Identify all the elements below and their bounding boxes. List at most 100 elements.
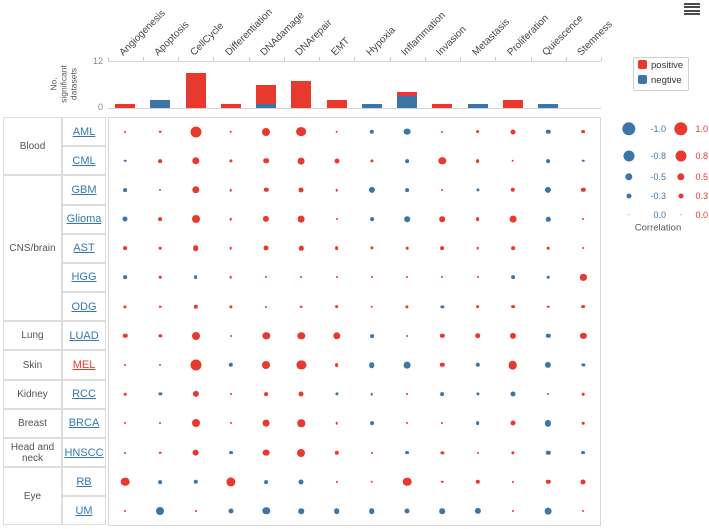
- correlation-dot[interactable]: [441, 276, 444, 279]
- correlation-dot[interactable]: [544, 507, 552, 515]
- item-link-odg[interactable]: ODG: [71, 300, 97, 313]
- correlation-dot[interactable]: [263, 187, 269, 193]
- correlation-dot[interactable]: [369, 129, 375, 134]
- correlation-dot[interactable]: [582, 509, 585, 512]
- correlation-dot[interactable]: [124, 364, 127, 367]
- correlation-dot[interactable]: [511, 450, 515, 455]
- correlation-dot[interactable]: [510, 391, 516, 397]
- correlation-dot[interactable]: [335, 392, 339, 396]
- correlation-dot[interactable]: [510, 246, 515, 251]
- correlation-dot[interactable]: [370, 159, 374, 163]
- correlation-dot[interactable]: [262, 507, 270, 515]
- correlation-dot[interactable]: [159, 451, 162, 454]
- menu-icon[interactable]: [684, 3, 700, 15]
- correlation-dot[interactable]: [159, 422, 162, 425]
- correlation-dot[interactable]: [124, 130, 127, 133]
- item-link-gbm[interactable]: GBM: [71, 183, 97, 196]
- correlation-dot[interactable]: [508, 360, 518, 370]
- correlation-dot[interactable]: [511, 159, 515, 163]
- correlation-dot[interactable]: [441, 188, 444, 191]
- correlation-dot[interactable]: [159, 305, 162, 308]
- correlation-dot[interactable]: [545, 479, 551, 484]
- correlation-dot[interactable]: [476, 247, 479, 250]
- correlation-dot[interactable]: [262, 332, 270, 340]
- correlation-dot[interactable]: [264, 479, 269, 484]
- correlation-dot[interactable]: [441, 130, 444, 133]
- correlation-dot[interactable]: [510, 420, 516, 426]
- correlation-dot[interactable]: [159, 364, 162, 367]
- correlation-dot[interactable]: [124, 509, 127, 512]
- correlation-dot[interactable]: [582, 422, 585, 425]
- correlation-dot[interactable]: [158, 392, 162, 396]
- correlation-dot[interactable]: [262, 449, 270, 456]
- correlation-dot[interactable]: [265, 276, 268, 279]
- correlation-dot[interactable]: [511, 480, 514, 483]
- correlation-dot[interactable]: [193, 304, 198, 309]
- correlation-dot[interactable]: [191, 215, 200, 224]
- correlation-dot[interactable]: [298, 391, 304, 397]
- correlation-dot[interactable]: [403, 361, 411, 369]
- correlation-dot[interactable]: [510, 304, 515, 309]
- correlation-dot[interactable]: [299, 246, 304, 251]
- correlation-dot[interactable]: [546, 276, 550, 279]
- correlation-dot[interactable]: [581, 187, 586, 193]
- correlation-dot[interactable]: [296, 360, 306, 370]
- correlation-dot[interactable]: [581, 304, 586, 309]
- correlation-dot[interactable]: [405, 158, 410, 163]
- correlation-dot[interactable]: [300, 276, 303, 279]
- correlation-dot[interactable]: [581, 363, 585, 367]
- correlation-dot[interactable]: [123, 392, 127, 396]
- correlation-dot[interactable]: [545, 450, 551, 455]
- correlation-dot[interactable]: [581, 129, 586, 134]
- correlation-dot[interactable]: [405, 188, 410, 192]
- correlation-dot[interactable]: [229, 130, 233, 133]
- correlation-dot[interactable]: [228, 450, 233, 455]
- correlation-dot[interactable]: [226, 477, 236, 487]
- correlation-dot[interactable]: [440, 246, 445, 251]
- correlation-dot[interactable]: [369, 508, 375, 514]
- correlation-dot[interactable]: [370, 246, 374, 250]
- correlation-dot[interactable]: [191, 331, 200, 340]
- correlation-dot[interactable]: [262, 419, 270, 427]
- correlation-dot[interactable]: [298, 479, 304, 485]
- correlation-dot[interactable]: [297, 419, 306, 428]
- correlation-dot[interactable]: [441, 480, 444, 484]
- correlation-dot[interactable]: [546, 247, 550, 250]
- correlation-dot[interactable]: [228, 508, 234, 514]
- correlation-dot[interactable]: [229, 305, 233, 309]
- correlation-dot[interactable]: [475, 362, 480, 368]
- correlation-dot[interactable]: [440, 305, 444, 309]
- correlation-dot[interactable]: [582, 392, 585, 396]
- correlation-dot[interactable]: [296, 126, 307, 137]
- correlation-dot[interactable]: [475, 129, 480, 134]
- correlation-dot[interactable]: [158, 479, 163, 484]
- correlation-dot[interactable]: [582, 159, 585, 163]
- correlation-dot[interactable]: [580, 479, 586, 485]
- item-link-rcc[interactable]: RCC: [72, 388, 96, 401]
- correlation-dot[interactable]: [229, 334, 232, 337]
- item-link-brca[interactable]: BRCA: [68, 417, 100, 430]
- correlation-dot[interactable]: [405, 305, 409, 309]
- correlation-dot[interactable]: [475, 479, 480, 484]
- correlation-dot[interactable]: [475, 304, 480, 309]
- correlation-dot[interactable]: [510, 187, 516, 193]
- correlation-dot[interactable]: [476, 451, 479, 454]
- correlation-dot[interactable]: [333, 508, 340, 514]
- correlation-dot[interactable]: [439, 216, 446, 222]
- correlation-dot[interactable]: [545, 333, 551, 339]
- correlation-dot[interactable]: [192, 391, 199, 398]
- correlation-dot[interactable]: [369, 421, 374, 426]
- correlation-dot[interactable]: [159, 276, 162, 279]
- correlation-dot[interactable]: [335, 130, 338, 133]
- correlation-dot[interactable]: [370, 305, 374, 308]
- correlation-dot[interactable]: [406, 334, 409, 337]
- correlation-dot[interactable]: [191, 186, 200, 194]
- legend-item-positive[interactable]: positive: [638, 59, 688, 73]
- correlation-dot[interactable]: [229, 247, 233, 250]
- correlation-dot[interactable]: [404, 216, 410, 222]
- item-link-glioma[interactable]: Glioma: [66, 213, 102, 226]
- correlation-dot[interactable]: [158, 217, 163, 222]
- correlation-dot[interactable]: [297, 215, 305, 223]
- item-link-aml[interactable]: AML: [72, 125, 96, 138]
- correlation-dot[interactable]: [262, 127, 271, 136]
